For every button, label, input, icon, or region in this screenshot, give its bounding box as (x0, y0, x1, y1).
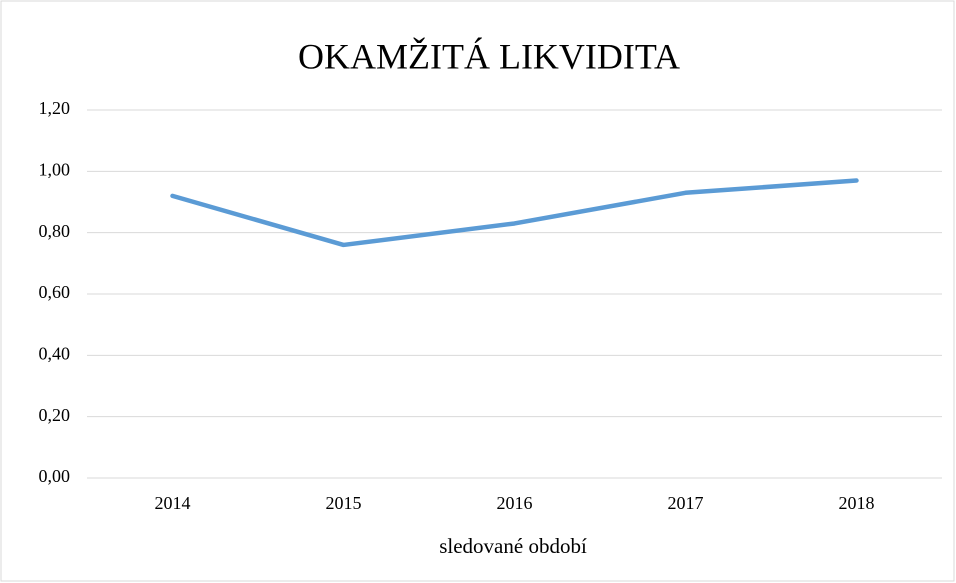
x-tick-label: 2015 (326, 493, 362, 513)
x-tick-label: 2017 (668, 493, 704, 513)
y-tick-label: 0,60 (39, 282, 71, 302)
x-tick-label: 2016 (497, 493, 533, 513)
y-tick-label: 1,00 (39, 159, 71, 179)
y-tick-label: 0,00 (39, 466, 71, 486)
data-line (170, 178, 859, 248)
x-axis-label: sledované období (439, 534, 587, 558)
y-tick-label: 0,40 (39, 343, 71, 363)
x-tick-label: 2014 (155, 493, 191, 513)
x-tick-label: 2018 (839, 493, 875, 513)
y-tick-label: 0,80 (39, 221, 71, 241)
y-tick-label: 0,20 (39, 405, 71, 425)
y-tick-label: 1,20 (39, 98, 71, 118)
chart-title: OKAMŽITÁ LIKVIDITA (298, 36, 680, 76)
